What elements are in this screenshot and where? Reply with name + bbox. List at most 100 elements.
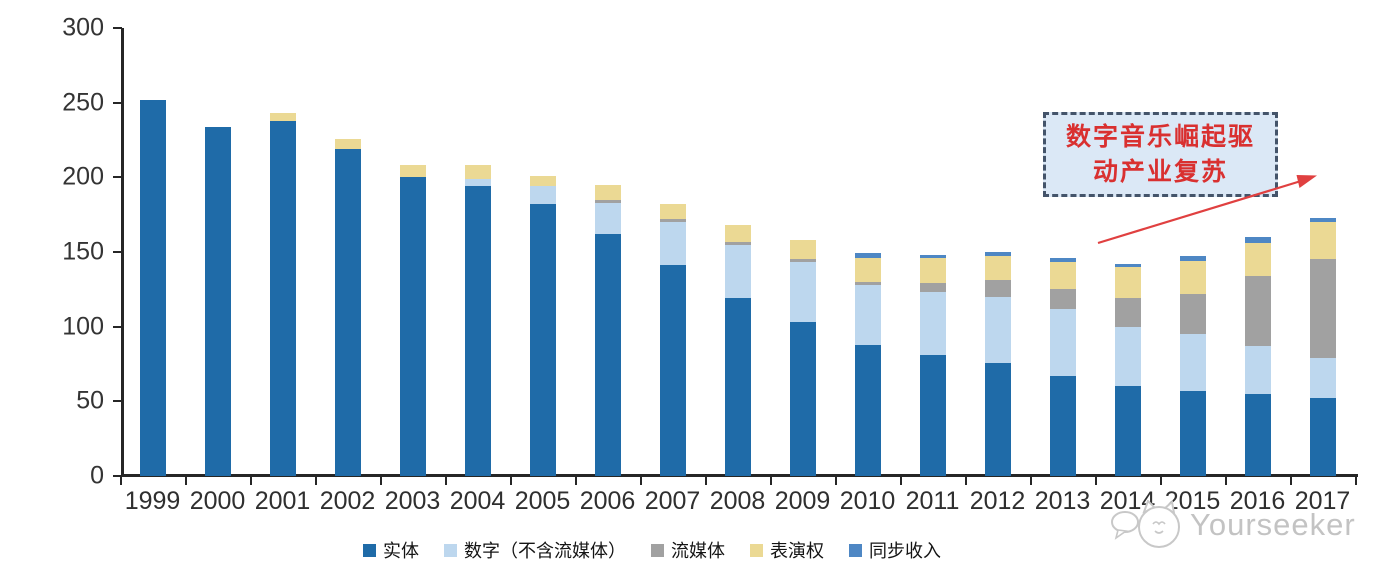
- x-tick-label-2010: 2010: [839, 487, 896, 515]
- x-tick-label-2016: 2016: [1229, 487, 1286, 515]
- x-tick-mark: [250, 477, 252, 485]
- bar-2006-digital-ex-streaming: [594, 203, 621, 234]
- bar-2011-streaming: [919, 283, 946, 292]
- bar-2015-performance-rights: [1179, 261, 1206, 294]
- x-tick-label-2009: 2009: [774, 487, 831, 515]
- legend-item-performance-rights: 表演权: [750, 537, 824, 563]
- bar-2010-physical: [854, 345, 881, 476]
- bar-2011-sync-revenue: [919, 255, 946, 258]
- legend-label-sync-revenue: 同步收入: [869, 541, 941, 561]
- x-tick-label-2012: 2012: [969, 487, 1026, 515]
- x-tick-mark: [120, 477, 122, 485]
- legend-swatch-streaming: [651, 543, 664, 557]
- bar-2003-physical: [399, 177, 426, 476]
- bar-2013-streaming: [1049, 289, 1076, 309]
- annotation-text-line2: 动产业复苏: [1092, 158, 1228, 186]
- bar-1999-physical: [139, 100, 166, 476]
- annotation-box: 数字音乐崛起驱 动产业复苏: [1043, 112, 1278, 197]
- x-tick-mark: [835, 477, 837, 485]
- bar-2007-physical: [659, 265, 686, 476]
- x-tick-mark: [770, 477, 772, 485]
- x-tick-label-2002: 2002: [319, 487, 376, 515]
- x-tick-label-1999: 1999: [124, 487, 181, 515]
- bar-2012-physical: [984, 363, 1011, 476]
- x-tick-label-2006: 2006: [579, 487, 636, 515]
- bar-2017-digital-ex-streaming: [1309, 358, 1336, 398]
- bar-2001-physical: [269, 121, 296, 476]
- bar-2012-sync-revenue: [984, 252, 1011, 256]
- bar-2014-physical: [1114, 386, 1141, 476]
- bar-2006-streaming: [594, 200, 621, 203]
- y-tick-label-100: 100: [62, 312, 104, 341]
- bar-2016-streaming: [1244, 276, 1271, 346]
- x-tick-mark: [1160, 477, 1162, 485]
- bar-2004-digital-ex-streaming: [464, 179, 491, 186]
- bar-2007-streaming: [659, 219, 686, 222]
- bar-2012-performance-rights: [984, 256, 1011, 280]
- bar-2014-sync-revenue: [1114, 264, 1141, 267]
- bar-2006-performance-rights: [594, 185, 621, 200]
- x-tick-label-2008: 2008: [709, 487, 766, 515]
- x-tick-label-2005: 2005: [514, 487, 571, 515]
- bar-2003-performance-rights: [399, 165, 426, 177]
- bar-2005-physical: [529, 204, 556, 476]
- y-tick-label-150: 150: [62, 237, 104, 266]
- y-tick-mark: [113, 475, 122, 477]
- bar-2016-performance-rights: [1244, 243, 1271, 276]
- x-tick-mark: [1030, 477, 1032, 485]
- bar-2016-digital-ex-streaming: [1244, 346, 1271, 394]
- bar-2008-streaming: [724, 242, 751, 245]
- bar-2009-streaming: [789, 259, 816, 262]
- bar-2016-sync-revenue: [1244, 237, 1271, 243]
- legend-label-streaming: 流媒体: [671, 541, 725, 561]
- x-tick-mark: [1225, 477, 1227, 485]
- x-tick-mark: [965, 477, 967, 485]
- y-tick-label-200: 200: [62, 162, 104, 191]
- bar-2007-digital-ex-streaming: [659, 222, 686, 265]
- bar-2010-digital-ex-streaming: [854, 285, 881, 345]
- bar-2000-physical: [204, 127, 231, 476]
- x-tick-mark: [900, 477, 902, 485]
- legend-swatch-physical: [363, 543, 376, 557]
- bar-2013-digital-ex-streaming: [1049, 309, 1076, 376]
- bar-2013-sync-revenue: [1049, 258, 1076, 262]
- x-tick-mark: [315, 477, 317, 485]
- x-tick-mark: [640, 477, 642, 485]
- bar-2008-physical: [724, 298, 751, 476]
- y-tick-label-300: 300: [62, 13, 104, 42]
- bar-2015-streaming: [1179, 294, 1206, 334]
- bar-2009-digital-ex-streaming: [789, 262, 816, 322]
- bar-2009-physical: [789, 322, 816, 476]
- bar-2014-performance-rights: [1114, 267, 1141, 298]
- x-tick-mark: [1355, 477, 1357, 485]
- bar-2015-digital-ex-streaming: [1179, 334, 1206, 391]
- legend-item-digital-ex-streaming: 数字（不含流媒体）: [444, 537, 626, 563]
- bar-2014-streaming: [1114, 298, 1141, 327]
- chart-legend: 实体 数字（不含流媒体） 流媒体 表演权 同步收入: [363, 537, 941, 563]
- bar-2001-performance-rights: [269, 113, 296, 121]
- bar-2013-performance-rights: [1049, 262, 1076, 289]
- bar-2012-streaming: [984, 280, 1011, 297]
- bar-2004-performance-rights: [464, 165, 491, 179]
- bar-2017-physical: [1309, 398, 1336, 476]
- bar-2010-performance-rights: [854, 258, 881, 282]
- bar-2010-streaming: [854, 282, 881, 285]
- x-tick-mark: [510, 477, 512, 485]
- legend-item-streaming: 流媒体: [651, 537, 725, 563]
- bar-2005-digital-ex-streaming: [529, 186, 556, 204]
- y-tick-mark: [113, 176, 122, 178]
- x-tick-mark: [380, 477, 382, 485]
- y-tick-label-250: 250: [62, 88, 104, 117]
- bar-2004-physical: [464, 186, 491, 476]
- bar-2016-physical: [1244, 394, 1271, 476]
- bar-2011-digital-ex-streaming: [919, 292, 946, 355]
- x-tick-label-2004: 2004: [449, 487, 506, 515]
- x-tick-mark: [445, 477, 447, 485]
- x-tick-mark: [185, 477, 187, 485]
- legend-label-digital-ex-streaming: 数字（不含流媒体）: [464, 541, 626, 561]
- bar-2014-digital-ex-streaming: [1114, 327, 1141, 386]
- bar-2015-sync-revenue: [1179, 256, 1206, 261]
- bar-2008-performance-rights: [724, 225, 751, 242]
- annotation-text-line1: 数字音乐崛起驱: [1065, 123, 1255, 151]
